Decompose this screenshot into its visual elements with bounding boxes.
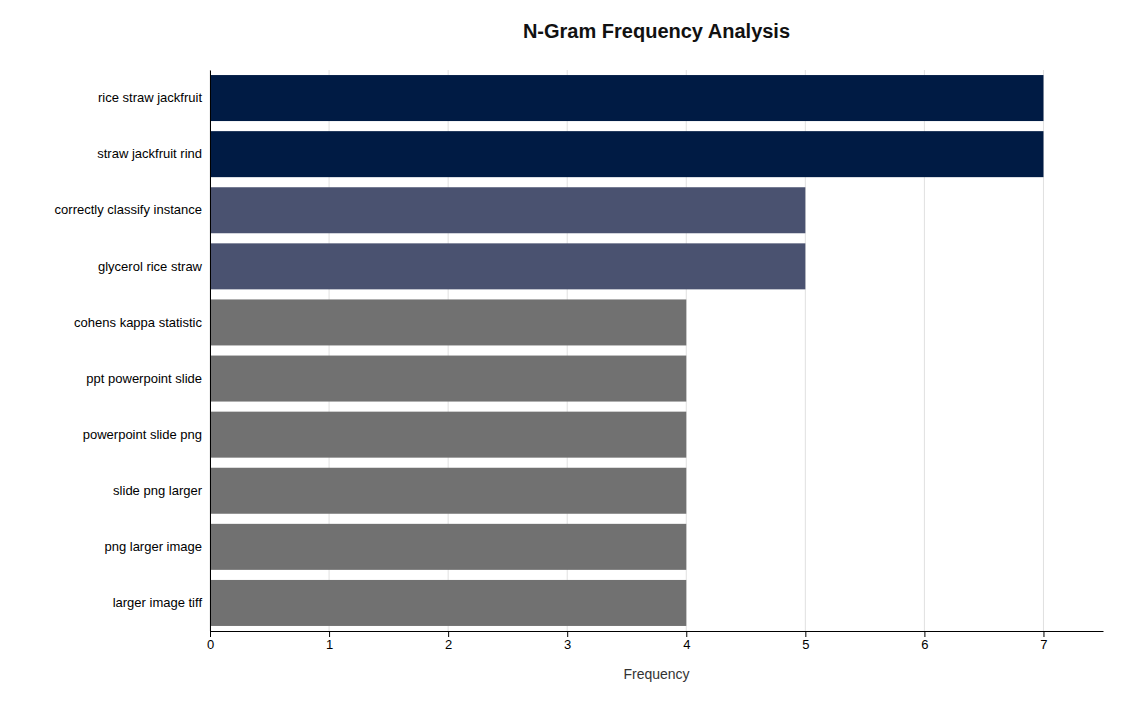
- x-tick: 5: [802, 631, 809, 652]
- x-axis-title: Frequency: [623, 666, 689, 682]
- y-tick: ppt powerpoint slide: [86, 371, 202, 386]
- y-tick-label: cohens kappa statistic: [74, 315, 202, 330]
- x-tick: 2: [445, 631, 452, 652]
- bar: [210, 243, 805, 289]
- grid: [210, 70, 1043, 631]
- y-tick: straw jackfruit rind: [97, 146, 202, 161]
- y-tick: larger image tiff: [113, 595, 203, 610]
- x-tick-label: 7: [1040, 637, 1047, 652]
- y-tick: correctly classify instance: [55, 202, 202, 217]
- y-tick-label: correctly classify instance: [55, 202, 202, 217]
- bar: [210, 580, 686, 626]
- bar: [210, 131, 1043, 177]
- y-tick-label: ppt powerpoint slide: [86, 371, 202, 386]
- x-tick: 0: [207, 631, 214, 652]
- plot-area: 0 1 2 3 4 5 6 7 larger image tiff png larger imag…: [55, 70, 1104, 652]
- y-tick: slide png larger: [113, 483, 203, 498]
- y-tick-label: png larger image: [104, 539, 202, 554]
- x-tick-mark: [1043, 631, 1044, 637]
- x-tick-label: 1: [326, 637, 333, 652]
- bar: [210, 187, 805, 233]
- x-tick-mark: [329, 631, 330, 637]
- y-axis: larger image tiff png larger image slide p…: [55, 71, 211, 632]
- y-tick: glycerol rice straw: [98, 259, 203, 274]
- bar: [210, 524, 686, 570]
- x-tick-label: 5: [802, 637, 809, 652]
- chart-svg: 0 1 2 3 4 5 6 7 larger image tiff png larger imag…: [0, 0, 1143, 701]
- y-axis-line: [210, 71, 211, 632]
- x-tick-label: 6: [921, 637, 928, 652]
- x-tick-label: 0: [207, 637, 214, 652]
- x-tick-label: 2: [445, 637, 452, 652]
- y-tick: rice straw jackfruit: [98, 90, 202, 105]
- y-tick: cohens kappa statistic: [74, 315, 202, 330]
- bar: [210, 412, 686, 458]
- x-axis-line: [211, 631, 1104, 632]
- x-tick: 3: [564, 631, 571, 652]
- x-tick-mark: [924, 631, 925, 637]
- y-tick: png larger image: [104, 539, 202, 554]
- y-tick-label: larger image tiff: [113, 595, 203, 610]
- x-tick: 6: [921, 631, 928, 652]
- title: N-Gram Frequency Analysis: [523, 20, 790, 42]
- x-tick: 4: [683, 631, 690, 652]
- x-tick: 1: [326, 631, 333, 652]
- x-tick-mark: [448, 631, 449, 637]
- x-tick-mark: [567, 631, 568, 637]
- grid-line: [210, 70, 211, 631]
- y-tick-label: straw jackfruit rind: [97, 146, 202, 161]
- bars: [210, 75, 1043, 626]
- y-tick-label: slide png larger: [113, 483, 203, 498]
- x-tick-mark: [686, 631, 687, 637]
- bar: [210, 299, 686, 345]
- x-axis: 0 1 2 3 4 5 6 7: [207, 631, 1104, 652]
- y-tick-label: glycerol rice straw: [98, 259, 203, 274]
- x-tick-label: 3: [564, 637, 571, 652]
- y-tick-label: powerpoint slide png: [83, 427, 202, 442]
- bar: [210, 75, 1043, 121]
- y-tick: powerpoint slide png: [83, 427, 202, 442]
- x-tick-mark: [210, 631, 211, 637]
- bar: [210, 468, 686, 514]
- x-tick: 7: [1040, 631, 1047, 652]
- bar: [210, 356, 686, 402]
- y-tick-label: rice straw jackfruit: [98, 90, 202, 105]
- x-tick-mark: [805, 631, 806, 637]
- x-tick-label: 4: [683, 637, 690, 652]
